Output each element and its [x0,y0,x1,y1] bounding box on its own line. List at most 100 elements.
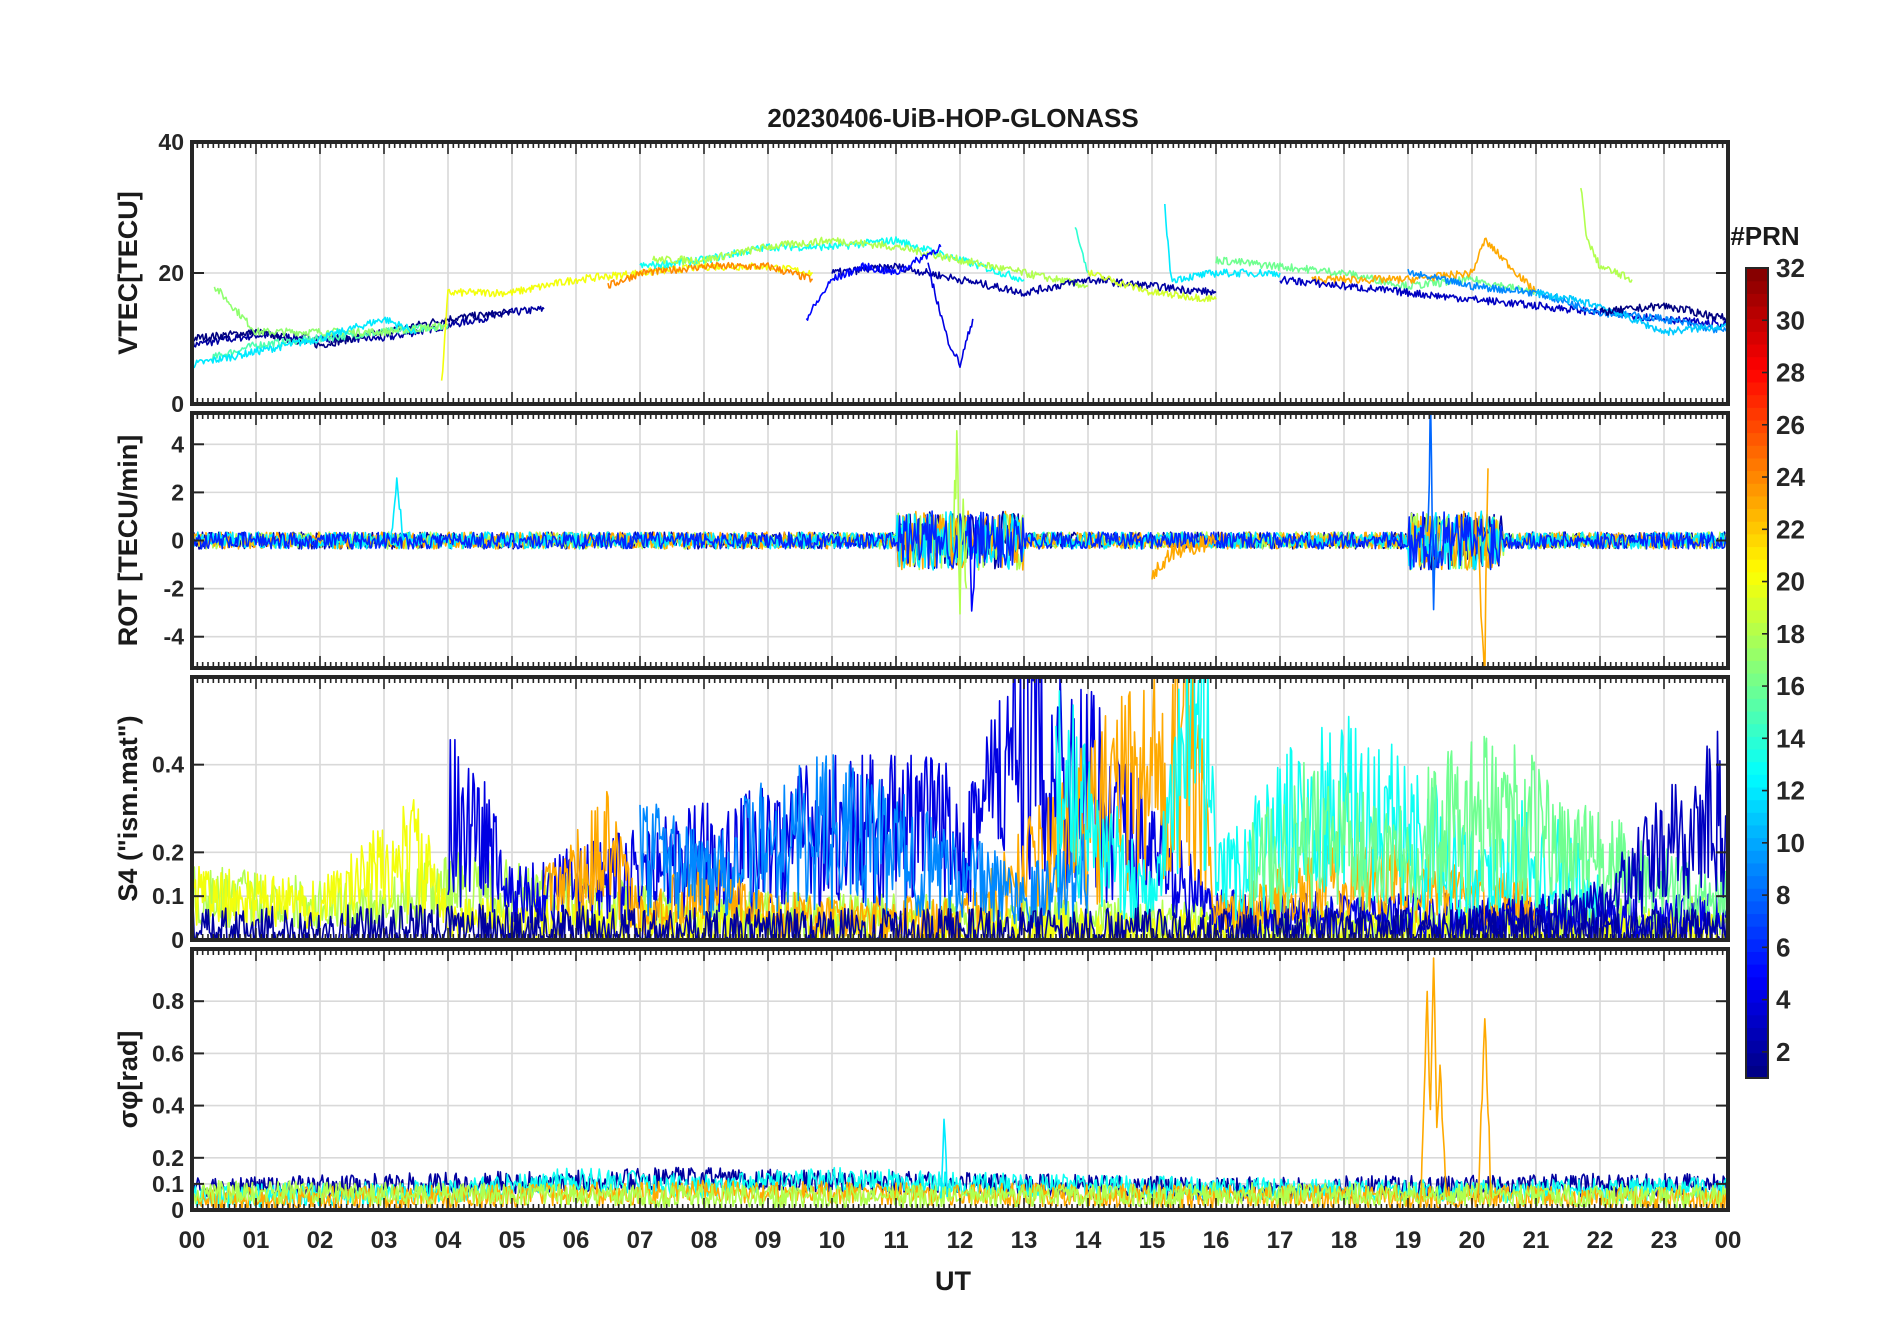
y-tick-label: 0 [171,927,184,953]
series-line [389,477,404,542]
y-tick-label: 20 [158,260,184,286]
colorbar-swatch [1746,407,1768,421]
y-tick-label: 0.1 [152,1171,184,1197]
colorbar-tick-label: 8 [1776,880,1790,910]
colorbar-tick-label: 26 [1776,410,1805,440]
panel-s4: 0 0.1 0.2 0.4 S4 ("ism.mat") [113,675,1730,953]
colorbar-swatch [1746,394,1768,408]
x-tick-label: 18 [1331,1227,1358,1254]
series-line [1247,735,1728,929]
series-line [652,236,1089,289]
colorbar-swatch [1746,546,1768,560]
colorbar-swatch [1746,964,1768,978]
y-tick-label: 0.2 [152,1145,184,1171]
series-line [1215,256,1537,296]
series-line [192,510,1728,571]
colorbar-swatch [1746,837,1768,851]
colorbar-swatch [1746,1002,1768,1016]
colorbar-swatch [1746,470,1768,484]
y-tick-label: 0 [171,528,184,554]
x-tick-label: 01 [243,1227,270,1254]
colorbar-tick-label: 22 [1776,514,1805,544]
y-tick-label: -2 [164,576,184,602]
colorbar-swatch [1746,280,1768,294]
y-tick-label: 0 [171,1197,184,1223]
x-tick-label: 19 [1395,1227,1422,1254]
colorbar-swatch [1746,508,1768,522]
series-line [968,516,977,612]
colorbar-swatch [1746,293,1768,307]
colorbar-tick-label: 10 [1776,828,1805,858]
x-axis-label: UT [935,1266,971,1296]
chart-title: 20230406-UiB-HOP-GLONASS [767,103,1138,133]
series-line [952,429,968,615]
series-line [1599,302,1728,323]
x-tick-label: 17 [1267,1227,1294,1254]
colorbar-swatch [1746,850,1768,864]
colorbar-swatch [1746,381,1768,396]
y-tick-label: 40 [158,129,184,155]
colorbar-swatch [1746,457,1768,472]
colorbar-swatch [1746,356,1768,370]
y-tick-label: 0.2 [152,839,184,865]
colorbar-swatch [1746,913,1768,927]
x-tick-label: 08 [691,1227,718,1254]
colorbar-swatch [1746,331,1768,345]
series-line [192,316,417,369]
series-line [940,1118,948,1199]
y-tick-label: 0.1 [152,883,184,909]
colorbar-swatch [1746,369,1768,383]
y-tick-label: 0.6 [152,1040,184,1066]
series-line [192,903,1728,940]
series-line [1535,289,1728,337]
x-tick-label: 03 [371,1227,398,1254]
colorbar-tick-label: 20 [1776,567,1805,597]
x-tick-label: 21 [1523,1227,1550,1254]
colorbar-swatch [1746,343,1768,358]
y-tick-label: 0 [171,391,184,417]
colorbar-swatch [1746,432,1768,446]
y-tick-label: -4 [164,624,185,650]
colorbar-swatch [1746,685,1768,699]
series-group [192,187,1728,381]
series-line [1477,1017,1492,1203]
x-tick-label: 09 [755,1227,782,1254]
series-line [607,261,813,289]
colorbar-swatch [1746,799,1768,813]
colorbar-swatch [1746,1027,1768,1041]
x-tick-label: 13 [1011,1227,1038,1254]
series-line [1074,227,1089,274]
x-tick-label: 23 [1651,1227,1678,1254]
colorbar-tick-label: 16 [1776,671,1805,701]
colorbar-swatch [1746,761,1768,775]
y-tick-label: 0.8 [152,988,184,1014]
series-line [1426,413,1438,611]
series-line [1279,275,1728,330]
colorbar-swatch [1746,862,1768,877]
x-tick-label: 10 [819,1227,846,1254]
colorbar-swatch [1746,483,1768,497]
colorbar-frame [1745,267,1769,1079]
y-axis-label: S4 ("ism.mat") [113,715,143,901]
colorbar-tick-label: 14 [1776,723,1805,753]
y-axis-label: ROT [TECU/min] [113,435,143,646]
colorbar-swatch [1746,976,1768,991]
colorbar-swatch [1746,951,1768,965]
colorbar-swatch [1746,268,1768,282]
x-tick-label: 06 [563,1227,590,1254]
colorbar-swatch [1746,521,1768,535]
colorbar-swatch [1746,748,1768,763]
y-tick-label: 4 [171,431,184,457]
x-tick-label: 05 [499,1227,526,1254]
x-tick-label: 02 [307,1227,334,1254]
colorbar-swatch [1746,888,1768,902]
colorbar-swatch [1746,559,1768,573]
colorbar-swatch [1746,926,1768,940]
colorbar-swatch [1746,445,1768,459]
colorbar-swatch [1746,495,1768,510]
y-tick-label: 2 [171,479,184,505]
series-line [1151,533,1217,580]
